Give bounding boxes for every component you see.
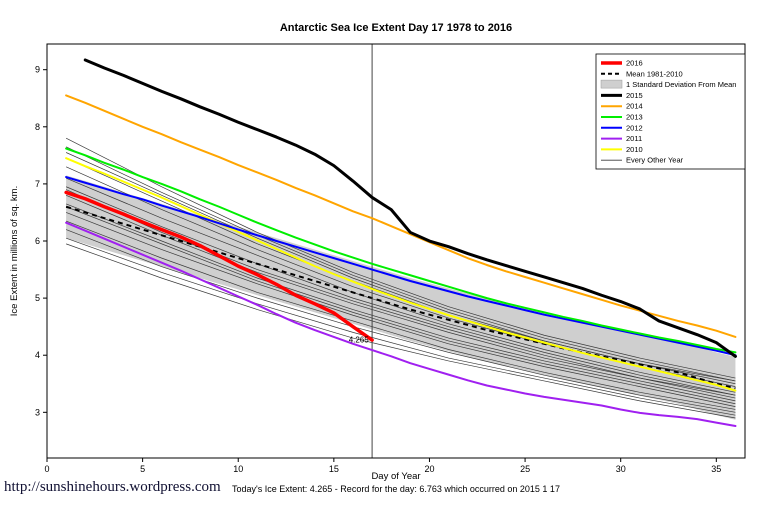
x-tick-label: 35 bbox=[711, 464, 721, 474]
every-other-year-line bbox=[65, 220, 736, 410]
plot-border bbox=[46, 43, 746, 459]
x-tick-label: 10 bbox=[233, 464, 243, 474]
ice-extent-annotation: 4.265 bbox=[349, 336, 370, 345]
y-tick-label: 6 bbox=[35, 236, 40, 246]
legend-label: 2016 bbox=[626, 59, 643, 68]
series-2011-line bbox=[65, 221, 737, 428]
legend-box bbox=[595, 53, 746, 170]
every-other-year-line bbox=[65, 146, 736, 382]
every-other-year-line bbox=[65, 186, 736, 396]
y-tick-label: 9 bbox=[35, 65, 40, 75]
every-other-year-line bbox=[65, 157, 736, 385]
every-other-year-line bbox=[65, 189, 736, 396]
every-other-year-line bbox=[65, 229, 736, 413]
y-tick-label: 4 bbox=[35, 350, 40, 360]
every-other-year-line bbox=[65, 206, 736, 405]
every-other-year-line bbox=[66, 237, 736, 416]
every-other-year-line bbox=[66, 243, 736, 419]
footer-url-link[interactable]: http://sunshinehours.wordpress.com bbox=[4, 479, 221, 495]
x-tick-label: 30 bbox=[616, 464, 626, 474]
series-2010-line bbox=[65, 157, 737, 392]
legend-label: Mean 1981-2010 bbox=[626, 69, 683, 78]
series-2014-line bbox=[65, 94, 737, 338]
series-2015-line bbox=[83, 58, 737, 358]
y-tick-label: 7 bbox=[35, 179, 40, 189]
x-axis-label: Day of Year bbox=[371, 471, 420, 482]
legend-label: Every Other Year bbox=[626, 156, 684, 165]
legend-label: 2015 bbox=[626, 91, 643, 100]
legend-label: 2011 bbox=[626, 134, 642, 143]
legend-label: 2014 bbox=[626, 102, 643, 111]
legend-swatch-band bbox=[600, 79, 623, 89]
legend-label: 2013 bbox=[626, 113, 643, 122]
y-tick-label: 5 bbox=[35, 293, 40, 303]
every-other-year-line bbox=[65, 195, 736, 399]
legend-label: 1 Standard Deviation From Mean bbox=[626, 80, 736, 89]
legend-label: 2010 bbox=[626, 145, 643, 154]
every-other-year-line bbox=[65, 212, 736, 407]
x-tick-label: 15 bbox=[329, 464, 339, 474]
series-2016-line bbox=[64, 190, 374, 342]
chart-title: Antarctic Sea Ice Extent Day 17 1978 to … bbox=[280, 22, 512, 34]
x-tick-label: 25 bbox=[520, 464, 530, 474]
footer-caption: Today's Ice Extent: 4.265 - Record for t… bbox=[232, 484, 560, 494]
every-other-year-line bbox=[65, 203, 736, 402]
every-other-year-line bbox=[65, 177, 736, 393]
x-tick-label: 20 bbox=[424, 464, 434, 474]
series-2013-line bbox=[65, 147, 737, 354]
x-tick-label: 0 bbox=[44, 464, 49, 474]
y-axis-label: Ice Extent in millions of sq. km. bbox=[9, 186, 20, 316]
y-tick-label: 8 bbox=[35, 122, 40, 132]
y-tick-label: 3 bbox=[35, 407, 40, 417]
every-other-year-line bbox=[65, 137, 736, 379]
series-2012-line bbox=[65, 176, 737, 357]
mean-1981-2010-line bbox=[65, 205, 736, 390]
x-tick-label: 5 bbox=[140, 464, 145, 474]
std-deviation-band bbox=[66, 175, 736, 420]
legend-label: 2012 bbox=[626, 123, 643, 132]
